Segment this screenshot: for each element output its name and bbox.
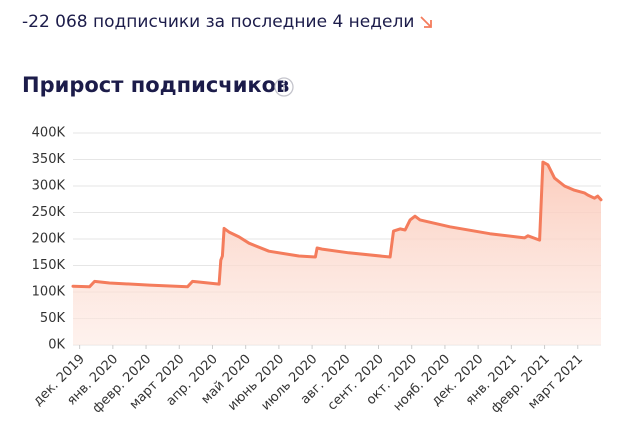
area-fill <box>73 162 601 345</box>
y-tick-label: 150K <box>32 258 66 273</box>
line <box>71 160 603 289</box>
info-icon[interactable] <box>274 77 294 97</box>
y-tick-label: 0K <box>48 338 65 353</box>
chart-title: Прирост подписчиков <box>22 73 289 97</box>
y-tick-label: 50K <box>40 311 66 326</box>
y-tick-label: 200K <box>32 232 66 247</box>
y-tick-label: 250K <box>32 205 66 220</box>
y-tick-label: 100K <box>32 285 66 300</box>
y-tick-label: 350K <box>32 152 66 167</box>
summary: -22 068 подписчики за последние 4 недели <box>22 12 414 32</box>
trend-arrow <box>420 16 432 28</box>
y-tick-label: 400K <box>32 126 66 141</box>
y-tick-label: 300K <box>32 179 66 194</box>
